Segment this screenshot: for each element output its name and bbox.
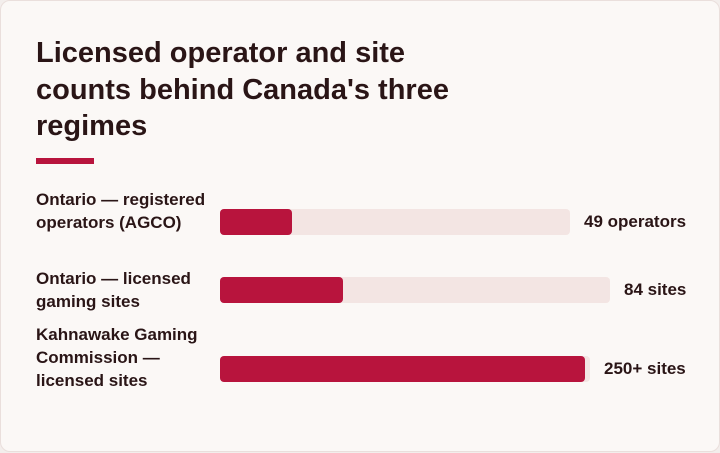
- bar-track: [220, 277, 610, 303]
- category-label: Kahnawake Gaming Commission — licensed s…: [36, 325, 198, 390]
- bar: [220, 277, 343, 303]
- value-label: 49 operators: [584, 212, 687, 231]
- bar: [220, 356, 585, 382]
- bar: [220, 209, 292, 235]
- chart-title: Licensed operator and site counts behind…: [36, 37, 449, 142]
- title-accent-rule: [36, 158, 94, 164]
- bar-track: [220, 209, 570, 235]
- bar-track: [220, 356, 590, 382]
- category-label: Ontario — licensed gaming sites: [36, 269, 191, 311]
- value-label: 84 sites: [624, 280, 687, 299]
- value-label: 250+ sites: [604, 359, 686, 378]
- category-label: Ontario — registered operators (AGCO): [36, 190, 206, 232]
